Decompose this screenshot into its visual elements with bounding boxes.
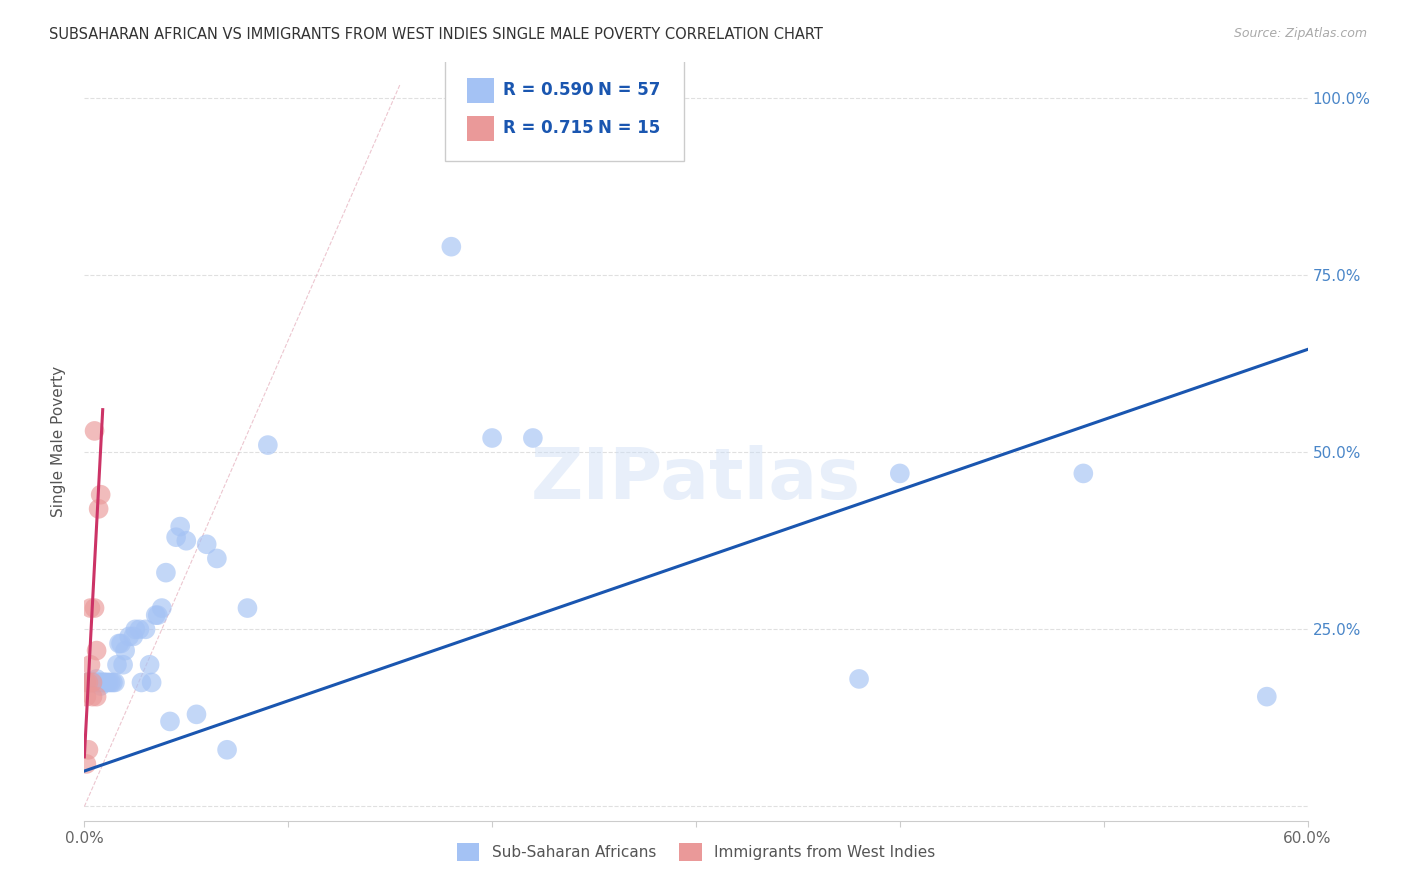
FancyBboxPatch shape — [467, 78, 494, 103]
Point — [155, 566, 177, 580]
Point — [104, 675, 127, 690]
Point — [86, 672, 108, 686]
Point — [90, 679, 112, 693]
Point — [481, 431, 503, 445]
Point — [86, 675, 108, 690]
Point — [848, 672, 870, 686]
Point — [96, 675, 118, 690]
Text: R = 0.590: R = 0.590 — [503, 81, 593, 100]
Point — [128, 623, 150, 637]
Point — [97, 675, 120, 690]
Point — [83, 601, 105, 615]
Point — [77, 675, 100, 690]
Point — [82, 675, 104, 690]
Point — [174, 533, 197, 548]
Point — [236, 601, 259, 615]
FancyBboxPatch shape — [446, 59, 683, 161]
Point — [122, 629, 145, 643]
Point — [105, 657, 128, 672]
Point — [75, 756, 97, 771]
Point — [1256, 690, 1278, 704]
Point — [75, 675, 97, 690]
Point — [77, 675, 100, 690]
Point — [77, 675, 100, 690]
Point — [87, 501, 110, 516]
Point — [195, 537, 218, 551]
Point — [83, 675, 105, 690]
Text: N = 15: N = 15 — [598, 120, 661, 137]
Point — [889, 467, 911, 481]
Point — [83, 675, 105, 690]
Point — [82, 675, 104, 690]
Point — [108, 636, 131, 650]
FancyBboxPatch shape — [467, 116, 494, 141]
Point — [145, 608, 167, 623]
Point — [165, 530, 187, 544]
Point — [79, 657, 101, 672]
Point — [205, 551, 228, 566]
Point — [86, 643, 108, 657]
Point — [75, 675, 97, 690]
Text: ZIPatlas: ZIPatlas — [531, 445, 860, 514]
Point — [86, 690, 108, 704]
Point — [522, 431, 544, 445]
Point — [93, 675, 115, 690]
Point — [118, 629, 141, 643]
Point — [150, 601, 173, 615]
Point — [101, 675, 124, 690]
Point — [87, 675, 110, 690]
Point — [146, 608, 169, 623]
Point — [79, 675, 101, 690]
Point — [124, 623, 146, 637]
Text: SUBSAHARAN AFRICAN VS IMMIGRANTS FROM WEST INDIES SINGLE MALE POVERTY CORRELATIO: SUBSAHARAN AFRICAN VS IMMIGRANTS FROM WE… — [49, 27, 823, 42]
Point — [112, 657, 135, 672]
Point — [110, 636, 132, 650]
Legend: Sub-Saharan Africans, Immigrants from West Indies: Sub-Saharan Africans, Immigrants from We… — [450, 837, 942, 868]
Text: R = 0.715: R = 0.715 — [503, 120, 593, 137]
Point — [135, 623, 157, 637]
Y-axis label: Single Male Poverty: Single Male Poverty — [51, 366, 66, 517]
Point — [1073, 467, 1095, 481]
Point — [131, 675, 153, 690]
Point — [100, 675, 122, 690]
Point — [138, 657, 160, 672]
Point — [79, 675, 101, 690]
Point — [90, 488, 112, 502]
Point — [87, 675, 110, 690]
Point — [75, 690, 97, 704]
Text: N = 57: N = 57 — [598, 81, 661, 100]
Point — [83, 424, 105, 438]
Point — [217, 743, 239, 757]
Point — [77, 743, 100, 757]
Point — [91, 675, 114, 690]
Point — [169, 519, 191, 533]
Point — [141, 675, 163, 690]
Point — [90, 675, 112, 690]
Text: Source: ZipAtlas.com: Source: ZipAtlas.com — [1233, 27, 1367, 40]
Point — [440, 240, 463, 254]
Point — [257, 438, 280, 452]
Point — [82, 690, 104, 704]
Point — [186, 707, 208, 722]
Point — [79, 601, 101, 615]
Point — [114, 643, 136, 657]
Point — [82, 675, 104, 690]
Point — [159, 714, 181, 729]
Point — [93, 675, 115, 690]
